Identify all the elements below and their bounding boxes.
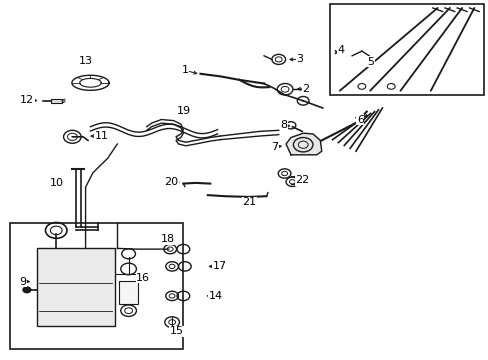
Text: 16: 16 xyxy=(136,273,150,283)
Text: 19: 19 xyxy=(177,106,190,116)
Text: 21: 21 xyxy=(242,197,256,207)
Polygon shape xyxy=(285,133,321,155)
Circle shape xyxy=(23,287,31,293)
Text: 18: 18 xyxy=(161,234,174,244)
Text: 17: 17 xyxy=(212,261,226,271)
Text: 5: 5 xyxy=(366,57,373,67)
Text: 15: 15 xyxy=(170,326,183,336)
Text: 6: 6 xyxy=(356,114,363,125)
Bar xyxy=(51,99,62,103)
Text: 1: 1 xyxy=(181,65,188,75)
Text: 14: 14 xyxy=(208,291,222,301)
Text: 10: 10 xyxy=(50,178,64,188)
Text: 3: 3 xyxy=(296,54,303,64)
Text: 2: 2 xyxy=(302,84,309,94)
Text: 9: 9 xyxy=(19,276,26,287)
Bar xyxy=(119,281,138,304)
Text: 20: 20 xyxy=(164,177,178,187)
Bar xyxy=(37,248,115,326)
Bar xyxy=(10,223,183,349)
Text: 22: 22 xyxy=(294,175,309,185)
Text: 12: 12 xyxy=(20,95,34,105)
Text: 7: 7 xyxy=(271,142,278,152)
Text: 8: 8 xyxy=(280,120,286,130)
Text: 11: 11 xyxy=(95,131,108,141)
Text: 4: 4 xyxy=(337,45,344,55)
Bar xyxy=(329,4,483,95)
Text: 13: 13 xyxy=(79,56,92,66)
